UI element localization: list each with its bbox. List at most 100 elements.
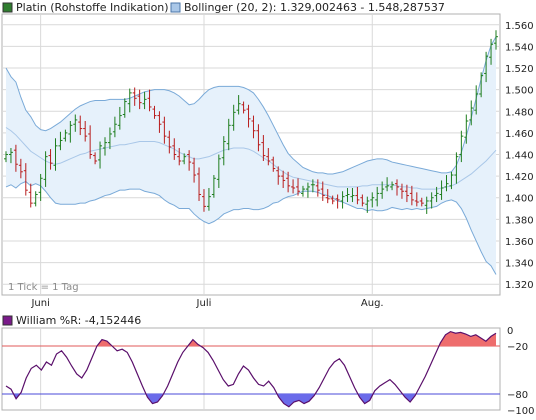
wr-line <box>5 330 497 408</box>
ohlc-bar <box>251 115 256 139</box>
ohlc-bar <box>182 153 187 165</box>
ohlc-bar <box>102 137 107 156</box>
ohlc-bar <box>177 148 182 166</box>
ohlc-bar <box>330 195 335 205</box>
ohlc-bar <box>211 175 216 198</box>
ohlc-bar <box>13 144 18 172</box>
ohlc-bar <box>8 148 13 164</box>
ohlc-bar <box>399 183 404 199</box>
ohlc-bar <box>305 182 310 198</box>
ohlc-bar <box>375 186 380 207</box>
ohlc-bar <box>360 194 365 207</box>
ohlc-bar <box>137 89 142 110</box>
bollinger-middle-line <box>5 127 497 190</box>
ohlc-bar <box>147 89 152 112</box>
wr-legend-label: William %R: -4,152446 <box>16 314 141 327</box>
ohlc-bar <box>23 163 28 196</box>
ohlc-bar <box>241 101 246 114</box>
ohlc-bar <box>276 166 281 185</box>
ohlc-bar <box>271 156 276 172</box>
ohlc-bar <box>484 51 489 83</box>
ohlc-bar <box>345 188 350 203</box>
ohlc-bar <box>340 191 345 209</box>
ohlc-bar <box>192 157 197 183</box>
wr-oversold-fill <box>277 394 316 407</box>
ohlc-bar <box>390 181 395 191</box>
wr-series-line <box>5 330 497 408</box>
ohlc-bar <box>53 138 58 171</box>
price-tick-label: 1.540 <box>505 42 534 53</box>
ohlc-bar <box>449 171 454 190</box>
ohlc-bar <box>33 191 38 207</box>
ohlc-bar <box>107 127 112 150</box>
ohlc-bar <box>296 178 301 196</box>
ohlc-bar <box>320 181 325 201</box>
ohlc-bar <box>261 135 266 161</box>
ohlc-bar <box>43 151 48 187</box>
ohlc-bar <box>380 181 385 199</box>
price-tick-label: 1.560 <box>505 21 534 32</box>
wr-tick-label: −20 <box>507 342 528 353</box>
ohlc-bar <box>300 185 305 197</box>
ohlc-bar <box>38 173 43 201</box>
x-axis: Juni Juli Aug. <box>30 298 383 309</box>
price-tick-label: 1.400 <box>505 194 534 205</box>
ohlc-bar <box>355 186 360 205</box>
ohlc-bar <box>464 114 469 144</box>
price-tick-label: 1.500 <box>505 86 534 97</box>
wr-tick-label: 0 <box>507 326 513 337</box>
ohlc-bar <box>142 91 147 110</box>
ohlc-bar <box>256 124 261 152</box>
x-tick-label: Juni <box>30 298 49 309</box>
ohlc-bar <box>469 100 474 126</box>
ohlc-bar <box>83 120 88 142</box>
ohlc-bar <box>419 197 424 207</box>
ohlc-bar <box>98 141 103 169</box>
bollinger-bands <box>5 36 497 275</box>
x-tick-label: Juli <box>196 298 212 309</box>
wr-legend-swatch <box>2 315 13 326</box>
ohlc-bar <box>246 104 251 128</box>
wr-oversold-fill <box>146 394 164 404</box>
x-tick-label: Aug. <box>361 298 384 309</box>
ohlc-bar <box>291 179 296 194</box>
ohlc-bar <box>93 152 98 165</box>
bollinger-legend-label: Bollinger (20, 2): 1.329,002463 - 1.548,… <box>184 1 445 14</box>
ohlc-bars <box>4 30 498 214</box>
wr-oversold-fill <box>357 394 374 404</box>
price-tick-label: 1.420 <box>505 172 534 183</box>
ohlc-bar <box>167 130 172 154</box>
wr-tick-label: −80 <box>507 390 528 401</box>
ohlc-bar <box>236 95 241 115</box>
ohlc-bar <box>335 194 340 209</box>
ohlc-bar <box>370 192 375 208</box>
ohlc-bar <box>4 151 8 163</box>
ohlc-bar <box>122 98 127 118</box>
ohlc-bar <box>266 148 271 166</box>
ohlc-bar <box>152 105 157 119</box>
ohlc-bar <box>479 72 484 98</box>
ohlc-bar <box>424 196 429 214</box>
ohlc-bar <box>28 183 33 208</box>
ohlc-bar <box>409 185 414 206</box>
ohlc-bar <box>117 106 122 130</box>
price-tick-label: 1.380 <box>505 215 534 226</box>
ohlc-bar <box>172 138 177 160</box>
price-tick-label: 1.320 <box>505 280 534 291</box>
wr-y-axis: 0 −20 −80 −100 <box>507 326 534 417</box>
bollinger-band-area <box>6 36 496 275</box>
ohlc-bar <box>88 125 93 159</box>
ohlc-bar <box>68 120 73 143</box>
price-tick-label: 1.340 <box>505 259 534 270</box>
series-legend-label: Platin (Rohstoffe Indikation) <box>16 1 169 14</box>
price-tick-label: 1.480 <box>505 107 534 118</box>
ohlc-bar <box>221 136 226 166</box>
ohlc-bar <box>157 111 162 133</box>
ohlc-bar <box>474 85 479 115</box>
wr-zone-fills <box>13 331 496 407</box>
ohlc-bar <box>281 170 286 189</box>
ohlc-bar <box>216 154 221 189</box>
ohlc-bar <box>489 38 494 65</box>
